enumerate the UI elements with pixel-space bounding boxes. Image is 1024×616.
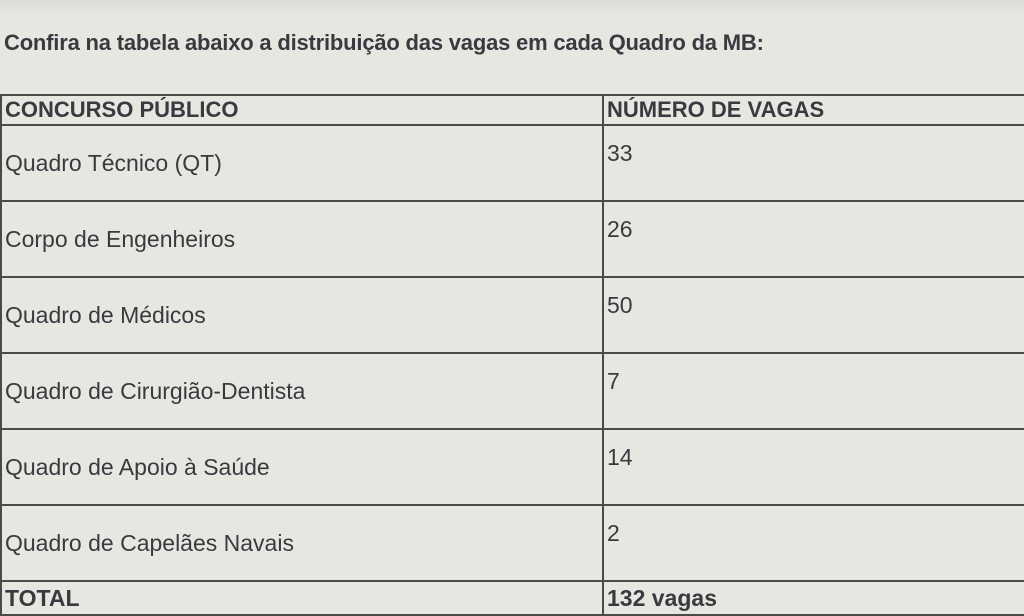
top-band bbox=[0, 0, 1024, 14]
header-vagas: NÚMERO DE VAGAS bbox=[602, 94, 1024, 126]
vacancies-table: CONCURSO PÚBLICO NÚMERO DE VAGAS Quadro … bbox=[0, 94, 1024, 616]
row-vagas: 7 bbox=[602, 352, 1024, 430]
row-name: Quadro de Médicos bbox=[0, 276, 604, 354]
row-vagas: 50 bbox=[602, 276, 1024, 354]
table-row: Quadro de Médicos 50 bbox=[0, 276, 1024, 354]
row-vagas: 33 bbox=[602, 124, 1024, 202]
table-row: Quadro de Capelães Navais 2 bbox=[0, 504, 1024, 582]
row-vagas: 26 bbox=[602, 200, 1024, 278]
intro-text: Confira na tabela abaixo a distribuição … bbox=[4, 30, 764, 55]
header-concurso: CONCURSO PÚBLICO bbox=[0, 94, 604, 126]
row-vagas: 14 bbox=[602, 428, 1024, 506]
row-name: Quadro Técnico (QT) bbox=[0, 124, 604, 202]
row-name: Quadro de Capelães Navais bbox=[0, 504, 604, 582]
row-name: Quadro de Apoio à Saúde bbox=[0, 428, 604, 506]
table-row: Quadro de Apoio à Saúde 14 bbox=[0, 428, 1024, 506]
row-name: Quadro de Cirurgião-Dentista bbox=[0, 352, 604, 430]
table-row: Quadro de Cirurgião-Dentista 7 bbox=[0, 352, 1024, 430]
table-header-row: CONCURSO PÚBLICO NÚMERO DE VAGAS bbox=[0, 94, 1024, 126]
table-row: Corpo de Engenheiros 26 bbox=[0, 200, 1024, 278]
row-vagas: 2 bbox=[602, 504, 1024, 582]
table-row: Quadro Técnico (QT) 33 bbox=[0, 124, 1024, 202]
row-name: Corpo de Engenheiros bbox=[0, 200, 604, 278]
